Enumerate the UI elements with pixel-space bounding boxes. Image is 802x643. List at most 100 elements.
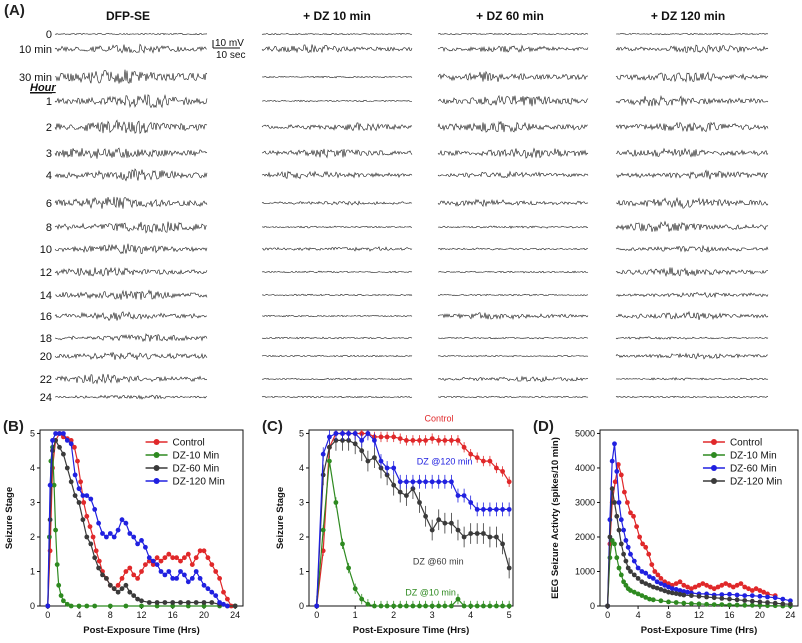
data-point: [78, 479, 83, 485]
data-point: [506, 479, 512, 485]
eeg-trace-col3-12: [438, 270, 589, 274]
x-tick-label: 1: [353, 610, 358, 620]
data-point: [757, 602, 763, 608]
eeg-trace-col4-2: [615, 121, 769, 133]
data-point: [616, 527, 622, 533]
data-point: [162, 572, 168, 578]
data-point: [378, 465, 384, 471]
series-line-control: [316, 432, 510, 607]
data-point: [404, 603, 409, 609]
data-point: [170, 603, 176, 609]
data-point: [93, 548, 99, 554]
row-label-12: 12: [40, 267, 52, 279]
annotation-dz-60-min: DZ @60 min: [413, 557, 464, 567]
data-point: [616, 565, 622, 571]
data-point: [92, 507, 98, 512]
data-point: [455, 438, 461, 443]
eeg-trace-col4-6: [615, 196, 769, 209]
data-point: [442, 479, 448, 485]
data-point: [436, 517, 442, 523]
data-point: [217, 600, 223, 605]
data-point: [84, 493, 90, 498]
data-point: [154, 562, 160, 567]
data-point: [618, 572, 624, 578]
legend-marker: [153, 439, 160, 445]
data-point: [500, 541, 505, 547]
data-point: [221, 589, 226, 595]
column-header-dz-120: + DZ 120 min: [651, 9, 725, 23]
data-point: [150, 558, 156, 564]
data-point: [640, 541, 645, 547]
data-point: [346, 431, 351, 436]
data-point: [391, 434, 397, 440]
data-point: [107, 603, 113, 609]
data-point: [397, 436, 403, 441]
data-point: [612, 541, 617, 547]
x-tick-label: 8: [666, 610, 671, 620]
data-point: [150, 562, 156, 567]
data-point: [436, 479, 442, 485]
data-point: [749, 588, 755, 593]
data-point: [442, 603, 448, 609]
data-point: [174, 555, 180, 561]
data-point: [468, 531, 474, 536]
series-dz-60-min: [314, 430, 512, 609]
data-point: [123, 603, 129, 609]
data-point: [788, 601, 793, 607]
y-tick-label: 5: [299, 428, 304, 438]
data-point: [189, 576, 195, 581]
data-point: [359, 448, 365, 454]
data-point: [635, 576, 641, 581]
series-dz-120-min: [605, 486, 793, 609]
eeg-trace-col1-24: [54, 394, 208, 400]
data-point: [104, 576, 109, 581]
data-point: [727, 602, 732, 608]
data-point: [669, 590, 675, 596]
x-axis-label: Post-Exposure Time (Hrs): [353, 625, 470, 636]
data-point: [378, 603, 384, 609]
legend-label-control: Control: [173, 438, 205, 449]
data-point: [197, 548, 203, 554]
eeg-trace-col1-16: [54, 311, 208, 321]
data-point: [76, 603, 82, 609]
data-point: [742, 602, 748, 608]
data-point: [628, 569, 633, 574]
data-point: [51, 482, 57, 488]
row-label-4: 4: [46, 170, 52, 182]
y-tick-label: 0: [30, 601, 35, 611]
data-point: [749, 602, 755, 608]
data-point: [650, 597, 656, 603]
data-point: [628, 551, 633, 557]
eeg-trace-col3-3: [437, 147, 589, 159]
data-point: [146, 555, 152, 561]
data-point: [468, 603, 474, 609]
data-point: [487, 458, 493, 464]
data-point: [209, 600, 215, 605]
data-point: [53, 527, 58, 533]
eeg-trace-col3-30-min: [437, 70, 589, 82]
eeg-trace-col4-22: [615, 377, 769, 381]
data-point: [166, 569, 172, 574]
data-point: [487, 534, 493, 540]
data-point: [417, 603, 422, 609]
data-point: [54, 562, 60, 567]
data-point: [47, 517, 53, 523]
data-point: [185, 600, 191, 605]
eeg-trace-col4-24: [615, 395, 769, 399]
data-point: [327, 458, 332, 464]
data-point: [88, 496, 94, 502]
data-point: [704, 594, 709, 600]
data-point: [623, 538, 629, 543]
y-tick-label: 3: [299, 497, 304, 507]
data-point: [115, 527, 121, 533]
x-axis-label: Post-Exposure Time (Hrs): [83, 625, 200, 636]
data-point: [378, 434, 384, 440]
data-point: [449, 520, 454, 526]
data-point: [327, 434, 332, 440]
data-point: [314, 603, 320, 609]
eeg-trace-col4-30-min: [615, 71, 769, 83]
data-point: [607, 517, 613, 523]
eeg-trace-col1-12: [54, 266, 208, 277]
data-point: [384, 472, 390, 478]
data-point: [673, 581, 679, 586]
